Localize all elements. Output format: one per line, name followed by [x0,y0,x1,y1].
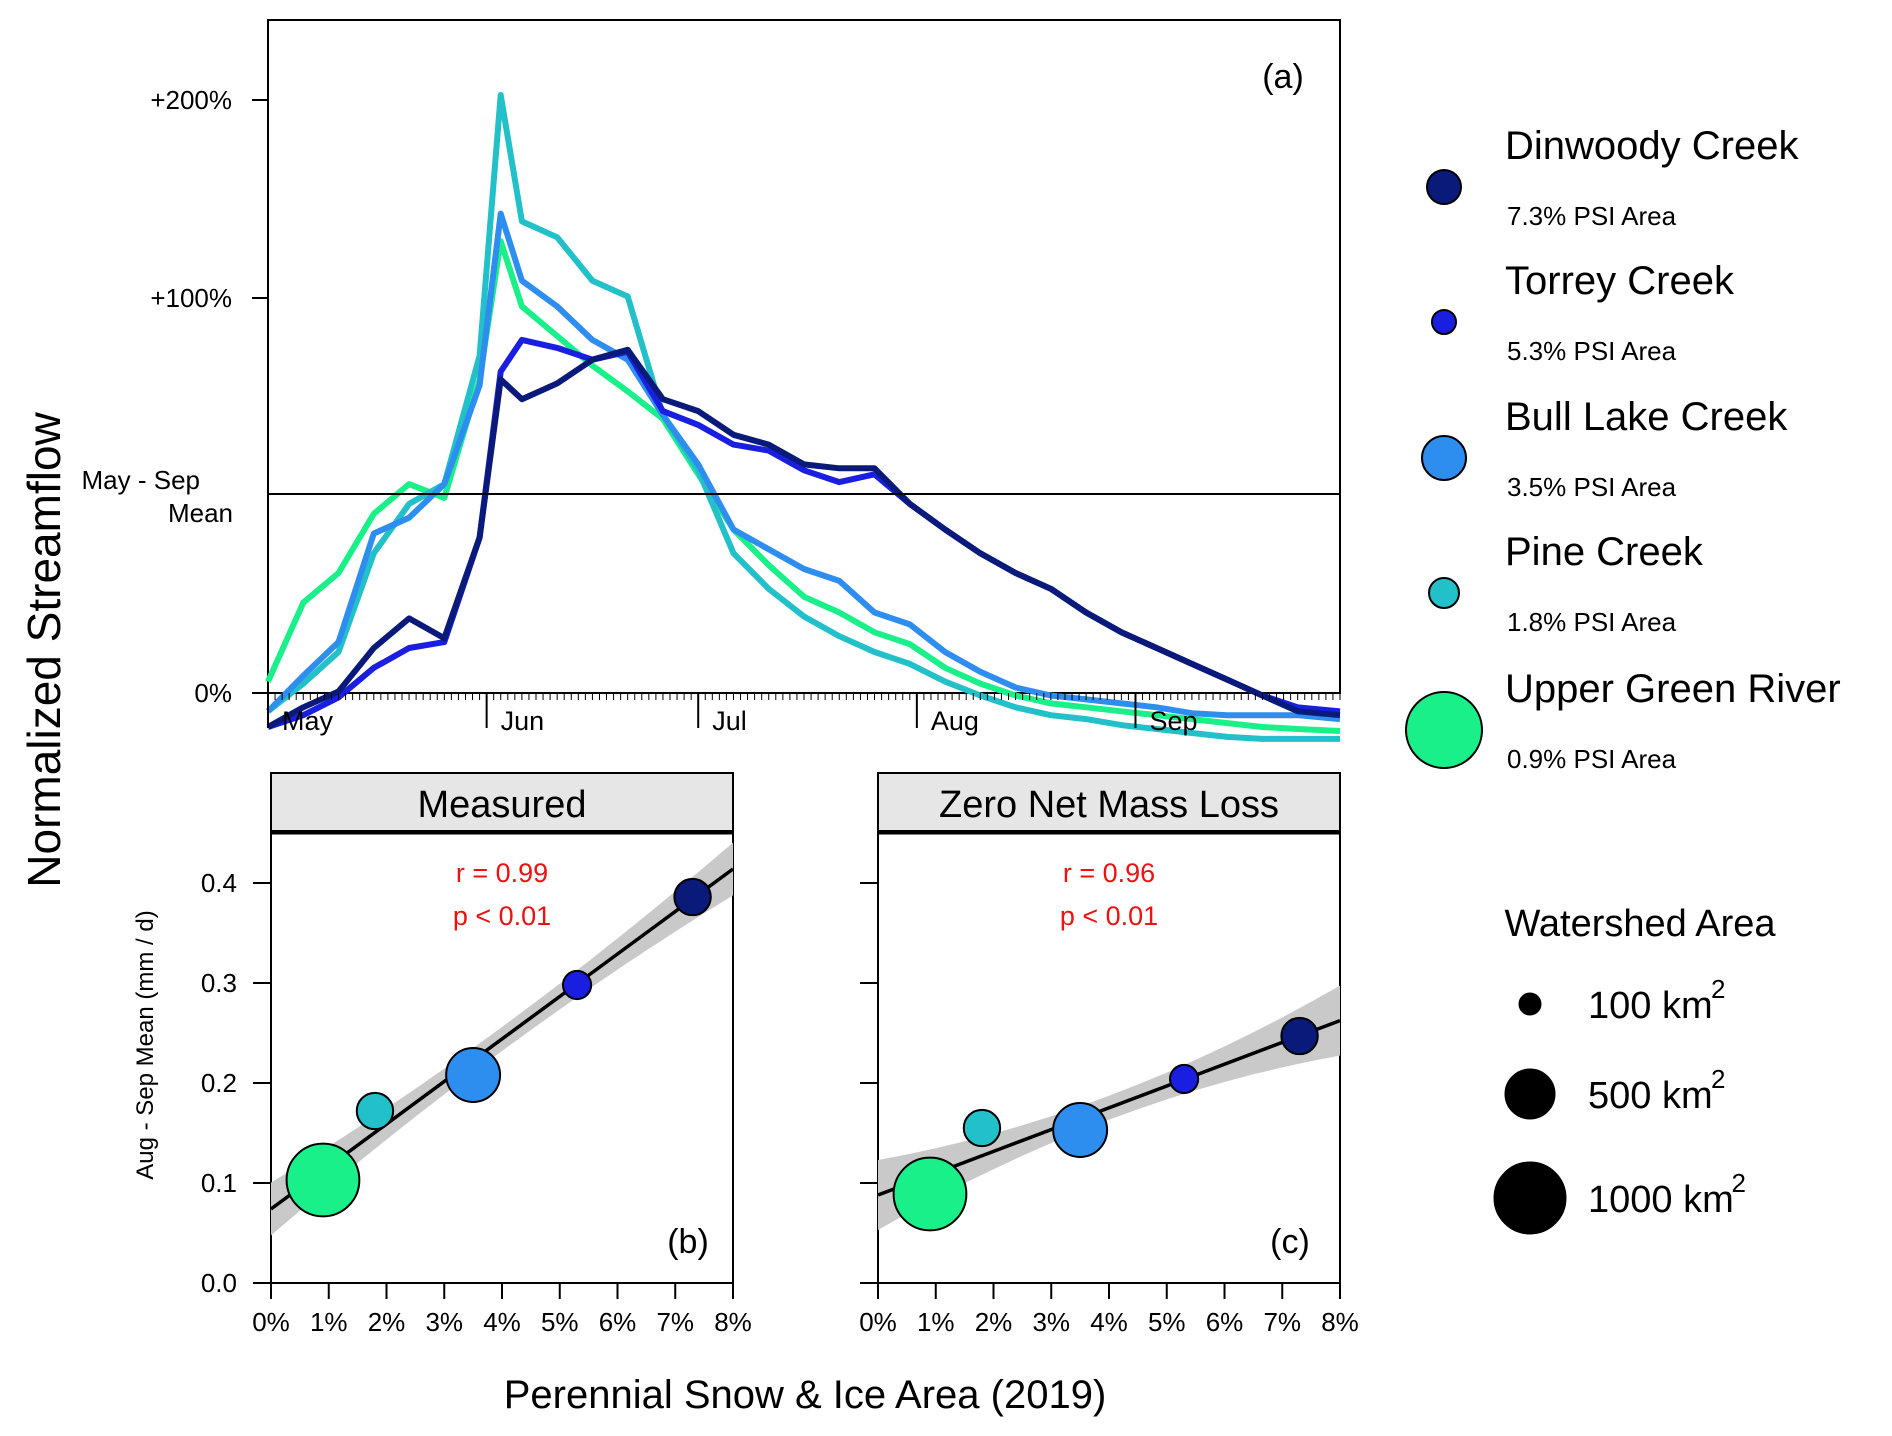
scatter-x-tick-label: 7% [656,1307,694,1337]
panel-b-r-annotation: r = 0.99 [456,858,548,888]
mean-reference-label-line1: May - Sep [82,465,201,495]
legend-site-name: Dinwoody Creek [1505,124,1799,168]
legend-marker-upper-green-river [1405,691,1483,769]
panel-a-y-tick-label: +200% [150,85,232,115]
scatter-x-tick-label: 0% [859,1307,897,1337]
scatter-x-tick-label: 0% [252,1307,290,1337]
size-legend-marker [1493,1161,1567,1235]
panel-b-strip [270,772,734,832]
scatter-point-pine-creek [355,1091,395,1131]
scatter-x-tick-label: 3% [425,1307,463,1337]
legend-site-name: Upper Green River [1505,667,1841,711]
series-line-dinwoody-creek [266,346,1341,730]
legend-psi-area: 0.9% PSI Area [1507,744,1677,774]
panel-b-title: Measured [418,784,587,826]
panel-a-x-tick-label: Jun [501,706,545,736]
size-legend-label: 1000 km [1588,1179,1734,1221]
panel-b-measured: Measured r = 0.99 p < 0.01 (b) Aug - Sep… [132,772,752,1337]
scatter-y-tick-label: 0.0 [201,1268,237,1298]
scatter-y-tick-label: 0.3 [201,968,237,998]
regression-line [877,1018,1341,1197]
scatter-point-torrey-creek [1168,1063,1200,1095]
panel-c-zero-net-mass-loss: Zero Net Mass Loss r = 0.96 p < 0.01 (c)… [859,772,1359,1337]
legend-psi-area: 5.3% PSI Area [1507,336,1677,366]
scatter-x-tick-label: 1% [310,1307,348,1337]
panel-a-y-tick-label: 0% [194,678,232,708]
site-legend: Dinwoody Creek 7.3% PSI Area Torrey Creek 5… [1405,124,1841,774]
panel-a-frame [267,19,1341,694]
scatter-point-dinwoody-creek [673,877,712,917]
panel-a-y-tick-label: +100% [150,283,232,313]
scatter-x-tick-label: 5% [1148,1307,1186,1337]
scatter-x-tick-label: 6% [1206,1307,1244,1337]
panel-a-x-tick-label: Sep [1149,706,1197,736]
panel-a-x-tick-label: May [282,706,334,736]
panel-a-x-tick-label: Jul [712,706,747,736]
size-legend-marker [1518,992,1542,1016]
scatter-x-tick-label: 8% [714,1307,752,1337]
scatter-y-tick-label: 0.4 [201,868,237,898]
size-legend-marker [1504,1068,1556,1120]
size-legend-title: Watershed Area [1504,903,1776,945]
scatter-point-bull-lake-creek [445,1047,502,1103]
panel-b-label: (b) [667,1223,709,1261]
bottom-x-axis-label: Perennial Snow & Ice Area (2019) [504,1373,1107,1417]
legend-psi-area: 7.3% PSI Area [1507,201,1677,231]
scatter-x-tick-label: 1% [917,1307,955,1337]
series-line-upper-green-river [265,238,1341,734]
size-legend-superscript: 2 [1732,1168,1746,1198]
series-line-bull-lake-creek [265,210,1341,723]
panel-b-y-axis-label: Aug - Sep Mean (mm / d) [132,910,159,1179]
panel-a-x-tick-label: Aug [931,706,979,736]
legend-marker-pine-creek [1428,577,1460,609]
series-line-torrey-creek [267,336,1341,730]
size-legend-label: 500 km [1588,1075,1713,1117]
scatter-x-tick-label: 2% [368,1307,406,1337]
scatter-point-upper-green-river [892,1156,968,1232]
scatter-y-tick-label: 0.1 [201,1168,237,1198]
main-y-axis-label: Normalized Streamflow [18,411,70,887]
scatter-point-pine-creek [962,1108,1002,1148]
scatter-point-torrey-creek [561,969,593,1001]
legend-psi-area: 3.5% PSI Area [1507,472,1677,502]
legend-site-name: Pine Creek [1505,530,1704,574]
scatter-x-tick-label: 5% [541,1307,579,1337]
scatter-x-tick-label: 2% [975,1307,1013,1337]
mean-reference-label-line2: Mean [168,498,233,528]
panel-c-strip [877,772,1341,832]
scatter-point-upper-green-river [285,1142,361,1218]
panel-b-p-annotation: p < 0.01 [453,901,551,931]
size-legend-superscript: 2 [1711,1064,1725,1094]
scatter-point-bull-lake-creek [1052,1102,1109,1158]
size-legend-label: 100 km [1588,985,1713,1027]
legend-marker-dinwoody-creek [1426,169,1462,205]
panel-c-label: (c) [1270,1223,1310,1261]
panel-c-p-annotation: p < 0.01 [1060,901,1158,931]
scatter-x-tick-label: 6% [599,1307,637,1337]
panel-c-title: Zero Net Mass Loss [939,784,1279,826]
size-legend-superscript: 2 [1711,974,1725,1004]
scatter-x-tick-label: 8% [1321,1307,1359,1337]
legend-marker-bull-lake-creek [1421,435,1467,481]
scatter-point-dinwoody-creek [1280,1016,1319,1056]
legend-psi-area: 1.8% PSI Area [1507,607,1677,637]
scatter-y-tick-label: 0.2 [201,1068,237,1098]
panel-c-r-annotation: r = 0.96 [1063,858,1155,888]
panel-a-hydrograph: May - Sep Mean (a) 0% +100% +200% May Jun Jul… [82,19,1341,742]
scatter-x-tick-label: 4% [1090,1307,1128,1337]
scatter-x-tick-label: 3% [1032,1307,1070,1337]
panel-a-label: (a) [1262,58,1304,96]
legend-site-name: Bull Lake Creek [1505,395,1788,439]
scatter-x-tick-label: 4% [483,1307,521,1337]
legend-site-name: Torrey Creek [1505,259,1735,303]
legend-marker-torrey-creek [1431,309,1457,335]
scatter-x-tick-label: 7% [1263,1307,1301,1337]
